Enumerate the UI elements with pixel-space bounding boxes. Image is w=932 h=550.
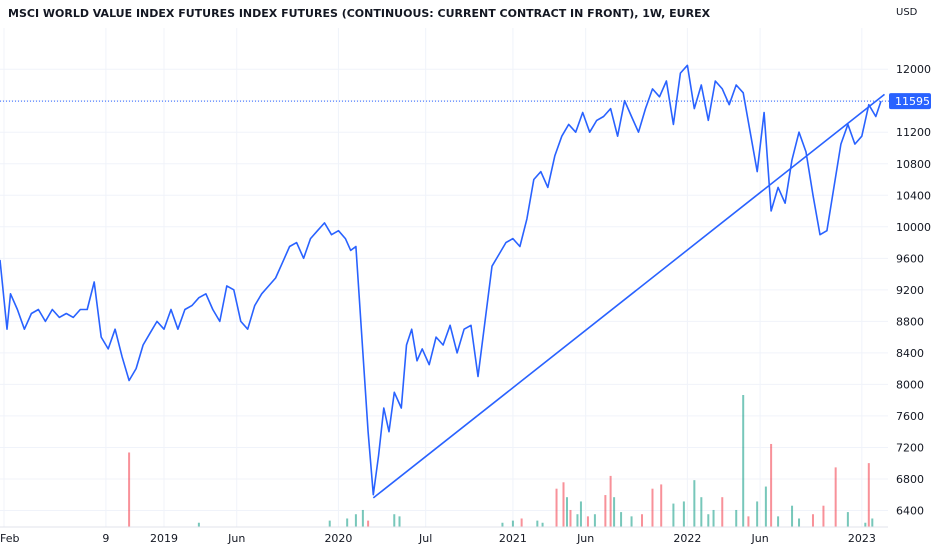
- y-tick-label: 11200: [896, 126, 931, 139]
- volume-bar: [712, 509, 715, 527]
- volume-bar: [604, 495, 607, 527]
- volume-bar: [620, 512, 623, 527]
- volume-bar: [871, 518, 874, 527]
- y-tick-label: 7600: [896, 410, 924, 423]
- x-tick-label: Jul: [418, 532, 432, 545]
- volume-bar: [660, 484, 663, 527]
- price-line: [0, 64, 882, 496]
- volume-bar: [586, 516, 589, 527]
- volume-bar: [565, 497, 568, 527]
- y-tick-label: 9200: [896, 284, 924, 297]
- volume-bar: [864, 522, 867, 527]
- volume-bar: [811, 514, 814, 527]
- volume-bar: [641, 514, 644, 527]
- volume-bar: [354, 514, 357, 527]
- volume-bar: [555, 488, 558, 527]
- volume-bar: [197, 522, 200, 527]
- y-tick-label: 10400: [896, 189, 931, 202]
- volume-bar: [791, 505, 794, 527]
- volume-bar: [700, 497, 703, 527]
- x-tick-label: 2021: [499, 532, 527, 545]
- volume-bar: [682, 501, 685, 527]
- volume-bar: [393, 514, 396, 527]
- volume-bar: [630, 516, 633, 527]
- x-tick-label: 2020: [324, 532, 352, 545]
- volume-bar: [672, 503, 675, 527]
- time-axis[interactable]: Feb 9 2019 Jun 2020 Jul 2021 Jun 2022 Jun 2023: [0, 526, 888, 545]
- volume-bar: [576, 514, 579, 527]
- x-tick-label: Jun: [227, 532, 245, 545]
- volume-bar: [398, 516, 401, 527]
- volume-bar: [764, 486, 767, 527]
- chart-title: MSCI WORLD VALUE INDEX FUTURES INDEX FUT…: [8, 7, 711, 20]
- volume-bar: [822, 505, 825, 527]
- currency-label: USD: [896, 7, 918, 18]
- volume-bar: [747, 516, 750, 527]
- y-tick-label: 8800: [896, 315, 924, 328]
- volume-bar: [128, 452, 131, 527]
- volume-bar: [328, 520, 331, 527]
- y-tick-label: 8000: [896, 378, 924, 391]
- volume-bar: [367, 520, 370, 527]
- x-tick-label: Feb: [0, 532, 19, 545]
- volume-bar: [569, 509, 572, 527]
- current-price-tag: 11595: [889, 93, 931, 110]
- volume-bar: [501, 522, 504, 527]
- y-tick-label: 7200: [896, 441, 924, 454]
- volume-bar: [742, 395, 745, 527]
- volume-bar: [770, 443, 773, 527]
- volume-bar: [846, 512, 849, 527]
- y-tick-label: 12000: [896, 63, 931, 76]
- y-tick-label: 6400: [896, 504, 924, 517]
- volume-bar: [798, 518, 801, 527]
- x-tick-label: Jun: [751, 532, 769, 545]
- volume-bar: [541, 522, 544, 527]
- x-tick-label: Jun: [576, 532, 594, 545]
- volume-bar: [651, 488, 654, 527]
- price-series: [0, 64, 886, 499]
- volume-bar: [579, 501, 582, 527]
- volume-bar: [511, 520, 514, 527]
- volume-bar: [867, 463, 870, 527]
- volume-bar: [361, 509, 364, 527]
- volume-bar: [756, 501, 759, 527]
- x-tick-label: 9: [102, 532, 109, 545]
- x-tick-label: 2019: [150, 532, 178, 545]
- volume-bar: [707, 514, 710, 527]
- volume-bar: [536, 520, 539, 527]
- x-tick-label: 2023: [848, 532, 876, 545]
- volume-bar: [613, 497, 616, 527]
- volume-bar: [520, 518, 523, 527]
- volume-bar: [346, 518, 349, 527]
- current-price-badge: [889, 93, 931, 110]
- volume-bar: [562, 482, 565, 527]
- volume-bars: [128, 395, 874, 527]
- y-tick-label: 10800: [896, 158, 931, 171]
- volume-bar: [693, 480, 696, 527]
- volume-bar: [593, 514, 596, 527]
- volume-bar: [609, 475, 612, 527]
- volume-bar: [735, 509, 738, 527]
- current-price-label: 11595: [895, 95, 930, 108]
- trend-line: [372, 93, 886, 499]
- volume-bar: [834, 467, 837, 527]
- volume-bar: [721, 497, 724, 527]
- volume-bar: [777, 516, 780, 527]
- y-tick-label: 8400: [896, 347, 924, 360]
- y-tick-label: 6800: [896, 473, 924, 486]
- y-tick-label: 10000: [896, 221, 931, 234]
- y-tick-label: 9600: [896, 252, 924, 265]
- x-tick-label: 2022: [673, 532, 701, 545]
